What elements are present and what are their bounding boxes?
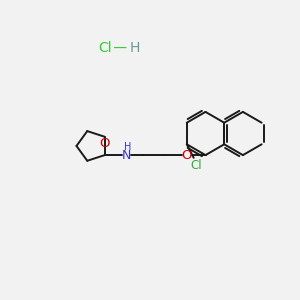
- Text: Cl: Cl: [190, 159, 202, 172]
- Text: H: H: [130, 41, 140, 55]
- Text: O: O: [99, 137, 110, 150]
- Text: H: H: [124, 142, 131, 152]
- Text: O: O: [182, 148, 192, 162]
- Text: Cl: Cl: [98, 41, 112, 55]
- Text: —: —: [110, 41, 128, 55]
- Text: N: N: [122, 148, 131, 162]
